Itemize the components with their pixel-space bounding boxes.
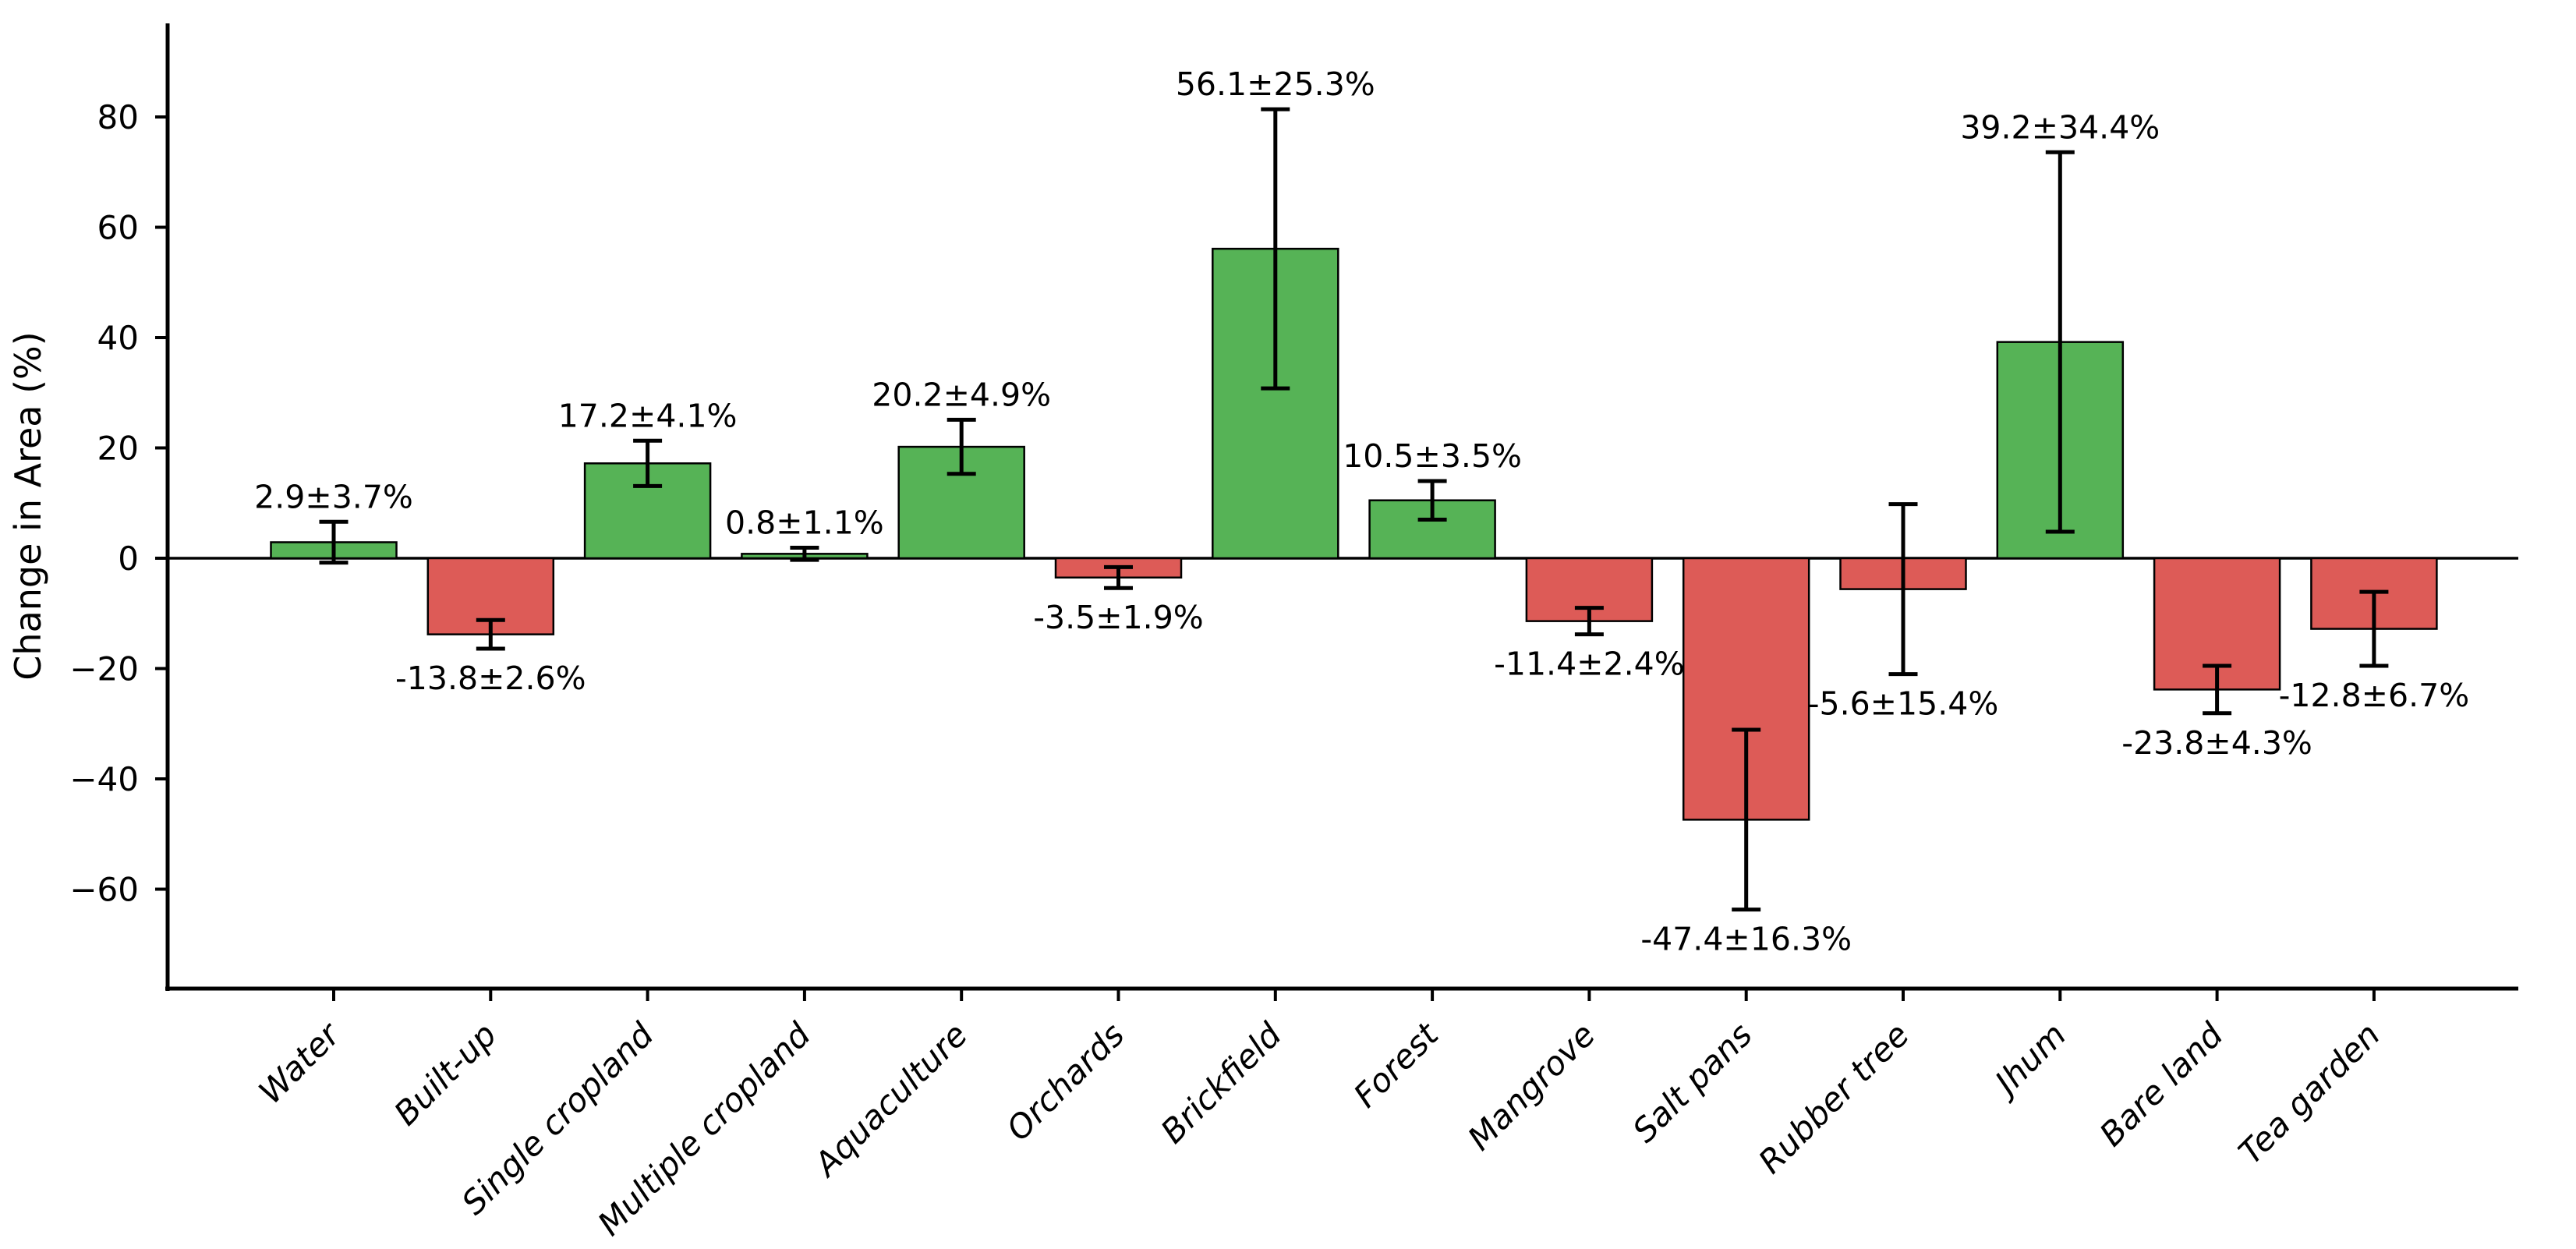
value-label-water: 2.9±3.7% xyxy=(254,478,413,515)
y-tick-label: 20 xyxy=(97,430,139,468)
value-label-bare-land: -23.8±4.3% xyxy=(2121,724,2312,762)
y-tick-label: −20 xyxy=(69,650,139,688)
value-label-jhum: 39.2±34.4% xyxy=(1960,108,2160,146)
x-label-tea-garden: Tea garden xyxy=(2231,1015,2387,1171)
y-tick-label: −40 xyxy=(69,760,139,798)
value-label-salt-pans: -47.4±16.3% xyxy=(1640,921,1852,958)
x-label-jhum: Jhum xyxy=(1983,1015,2073,1105)
x-label-water: Water xyxy=(251,1014,349,1111)
x-label-forest: Forest xyxy=(1346,1014,1447,1115)
value-label-aquaculture: 20.2±4.9% xyxy=(872,376,1051,413)
value-label-single-cropland: 17.2±4.1% xyxy=(558,397,738,434)
y-tick-label: 60 xyxy=(97,209,139,247)
x-label-rubber-tree: Rubber tree xyxy=(1751,1015,1916,1180)
value-label-rubber-tree: -5.6±15.4% xyxy=(1808,685,1999,723)
y-axis-title: Change in Area (%) xyxy=(7,331,49,680)
x-label-brickfield: Brickfield xyxy=(1153,1015,1289,1151)
value-label-mangrove: -11.4±2.4% xyxy=(1494,646,1685,683)
x-label-mangrove: Mangrove xyxy=(1460,1015,1602,1157)
value-label-built-up: -13.8±2.6% xyxy=(395,660,586,697)
y-tick-label: 0 xyxy=(118,540,139,578)
x-label-aquaculture: Aquaculture xyxy=(805,1015,975,1184)
value-label-brickfield: 56.1±25.3% xyxy=(1176,65,1375,103)
x-label-built-up: Built-up xyxy=(387,1015,504,1132)
value-label-multiple-cropland: 0.8±1.1% xyxy=(725,504,884,542)
value-label-orchards: -3.5±1.9% xyxy=(1033,599,1204,636)
x-label-salt-pans: Salt pans xyxy=(1625,1015,1759,1149)
value-label-tea-garden: -12.8±6.7% xyxy=(2279,677,2470,714)
value-label-forest: 10.5±3.5% xyxy=(1343,437,1522,475)
y-tick-label: 80 xyxy=(97,98,139,136)
y-tick-label: 40 xyxy=(97,319,139,357)
y-tick-label: −60 xyxy=(69,871,139,909)
x-label-bare-land: Bare land xyxy=(2092,1015,2231,1154)
x-label-orchards: Orchards xyxy=(999,1015,1131,1148)
